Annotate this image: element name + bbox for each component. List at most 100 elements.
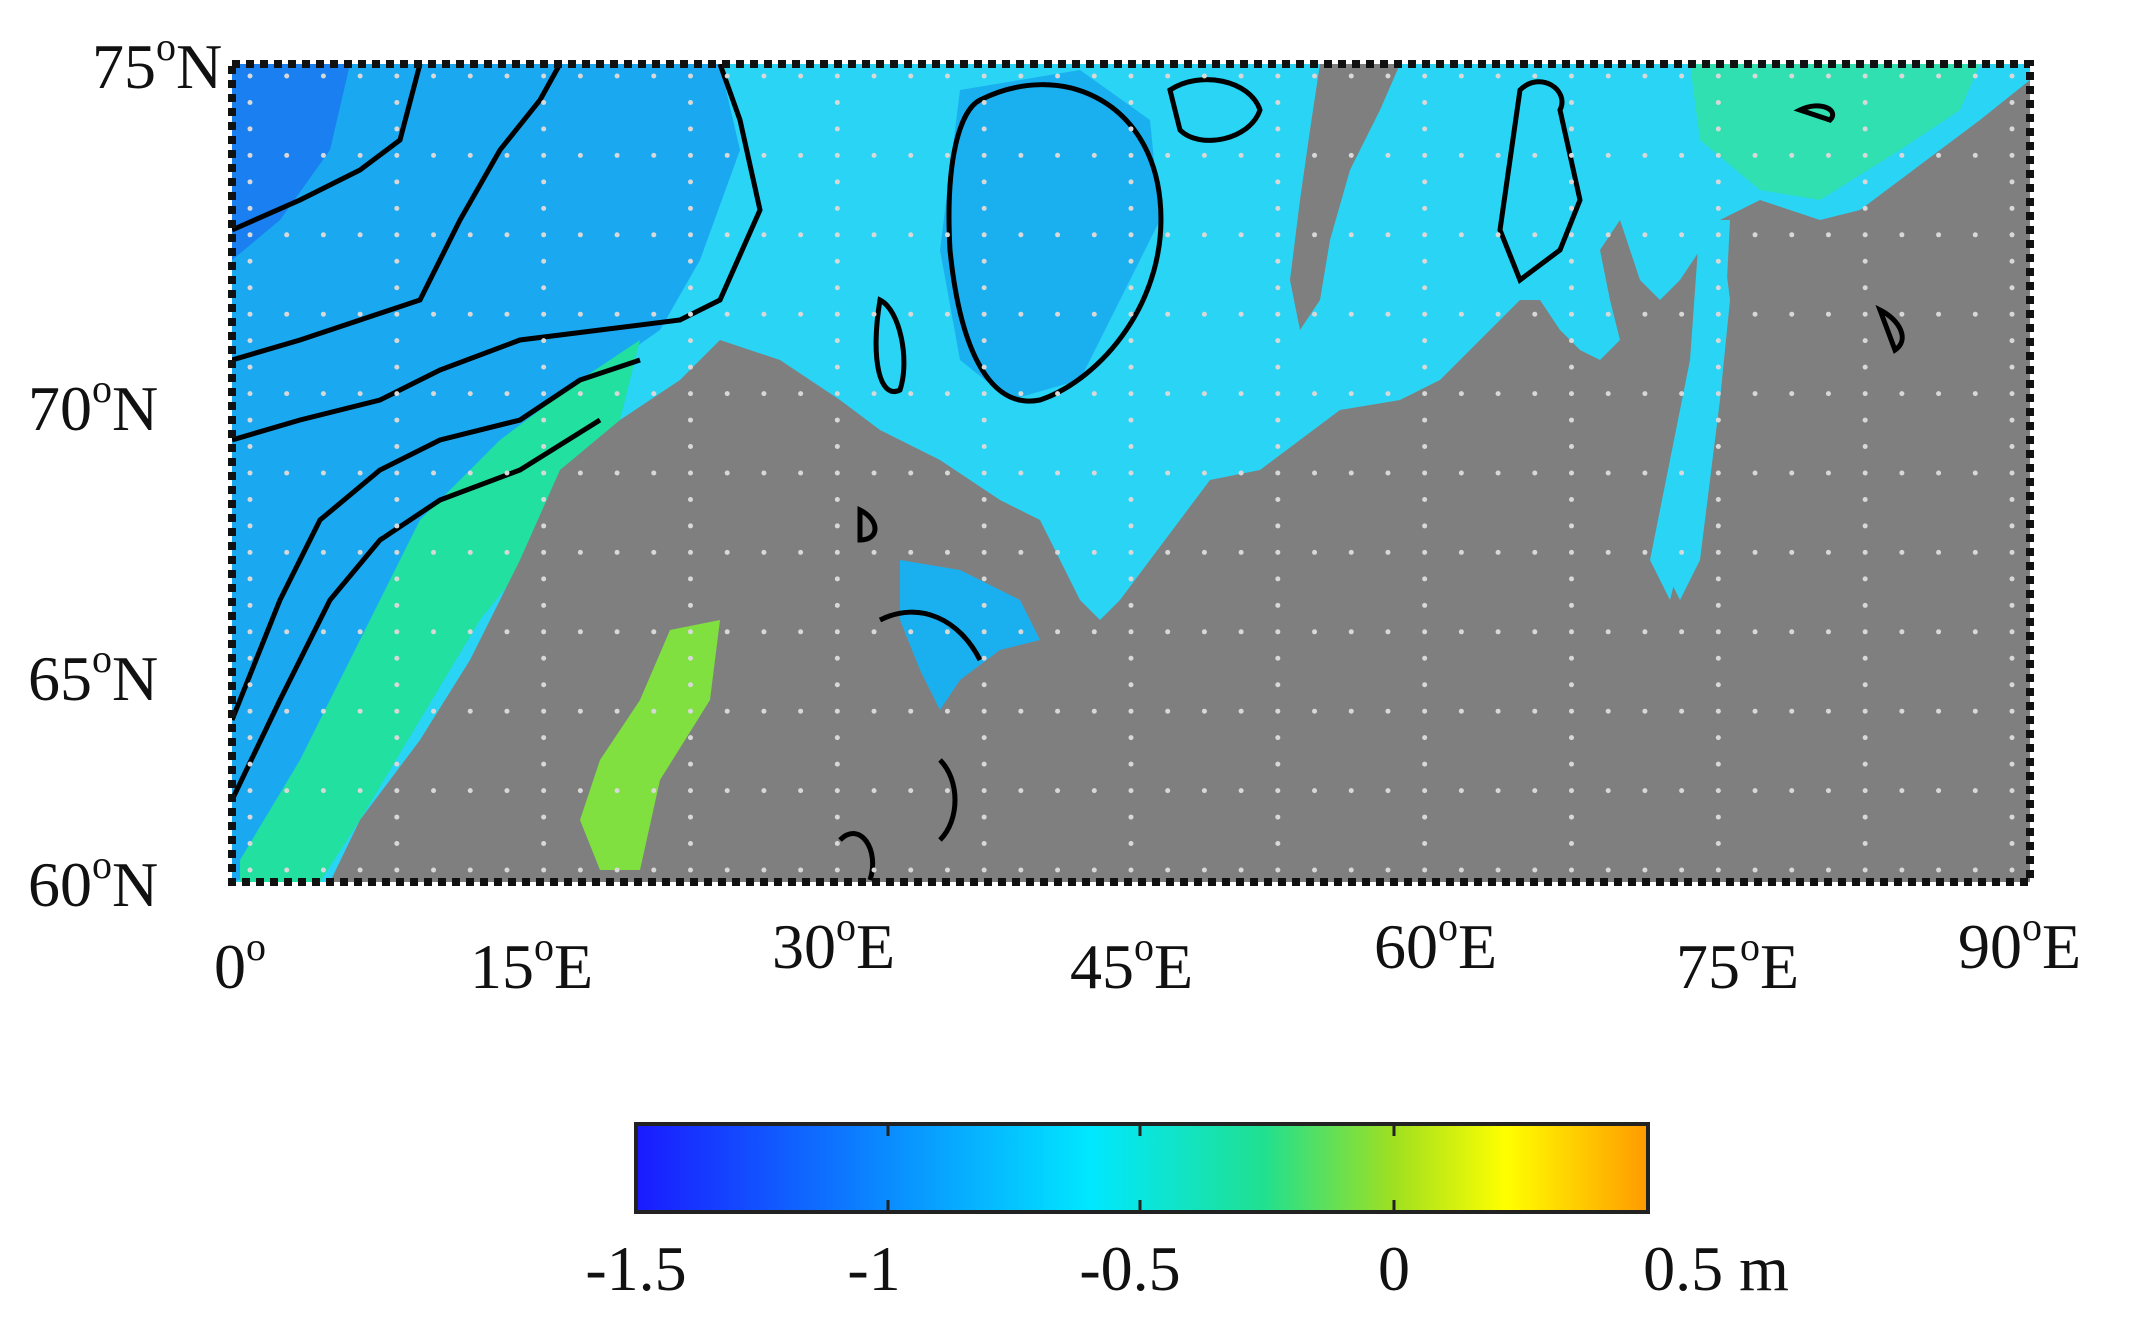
grid-dot: [1862, 364, 1868, 370]
grid-dot: [1532, 232, 1538, 238]
sea-level-patch-central: [940, 70, 1160, 400]
grid-dot: [1201, 152, 1207, 158]
grid-dot: [1238, 708, 1244, 714]
grid-dot: [1789, 549, 1795, 555]
grid-dot: [541, 126, 547, 132]
grid-dot: [1862, 814, 1868, 820]
grid-dot: [504, 391, 510, 397]
grid-dot: [467, 232, 473, 238]
grid-dot: [651, 629, 657, 635]
grid-dot: [284, 629, 290, 635]
grid-dot: [1385, 470, 1391, 476]
grid-dot: [981, 549, 987, 555]
grid-dot: [467, 788, 473, 794]
grid-dot: [467, 470, 473, 476]
grid-dot: [834, 152, 840, 158]
grid-dot: [1128, 338, 1134, 344]
grid-dot: [1422, 496, 1428, 502]
grid-dot: [944, 311, 950, 317]
grid-dot: [1275, 602, 1281, 608]
grid-dot: [688, 444, 693, 450]
grid-dot: [1275, 841, 1281, 847]
grid-dot: [247, 205, 253, 211]
grid-dot: [577, 152, 583, 158]
grid-dot: [1128, 205, 1134, 211]
grid-dot: [1165, 470, 1171, 476]
grid-dot: [1569, 841, 1574, 847]
grid-dot: [541, 152, 547, 158]
grid-dot: [1128, 576, 1134, 582]
grid-dot: [1862, 152, 1868, 158]
grid-dot: [284, 152, 290, 158]
colorbar-tick-0-5-m: 0.5 m: [1643, 1233, 1789, 1304]
grid-dot: [1422, 444, 1428, 450]
grid-dot: [394, 576, 400, 582]
grid-dot: [394, 682, 400, 688]
grid-dot: [2009, 496, 2015, 502]
grid-dot: [1862, 391, 1868, 397]
grid-dot: [1128, 602, 1134, 608]
grid-dot: [1495, 867, 1501, 873]
grid-dot: [834, 655, 840, 661]
grid-dot: [1275, 523, 1281, 529]
grid-dot: [2009, 788, 2015, 794]
grid-dot: [1165, 232, 1171, 238]
grid-dot: [1569, 708, 1574, 714]
grid-dot: [1752, 629, 1758, 635]
grid-dot: [1605, 629, 1611, 635]
grid-dot: [834, 444, 840, 450]
grid-dot: [2009, 179, 2015, 185]
grid-dot: [1312, 549, 1318, 555]
grid-dot: [394, 338, 400, 344]
grid-dot: [1642, 470, 1648, 476]
grid-dot: [284, 549, 290, 555]
grid-dot: [981, 311, 987, 317]
grid-dot: [1275, 126, 1281, 132]
grid-dot: [981, 496, 987, 502]
grid-dot: [1569, 391, 1574, 397]
grid-dot: [577, 788, 583, 794]
grid-dot: [394, 841, 400, 847]
grid-dot: [1605, 232, 1611, 238]
grid-dot: [1715, 364, 1721, 370]
grid-dot: [1275, 496, 1281, 502]
grid-dot: [1679, 391, 1685, 397]
grid-dot: [541, 99, 547, 105]
grid-dot: [1422, 549, 1428, 555]
grid-dot: [1422, 311, 1428, 317]
grid-dot: [504, 152, 510, 158]
grid-dot: [1165, 549, 1171, 555]
grid-dot: [2009, 470, 2015, 476]
grid-dot: [247, 735, 253, 741]
lat-label-65: 65oN: [28, 636, 158, 714]
grid-dot: [1091, 708, 1097, 714]
grid-dot: [1422, 814, 1428, 820]
grid-dot: [834, 285, 840, 291]
grid-dot: [1495, 708, 1501, 714]
grid-dot: [1789, 788, 1795, 794]
grid-dot: [431, 232, 437, 238]
grid-dot: [651, 232, 657, 238]
grid-dot: [1715, 655, 1721, 661]
grid-dot: [467, 391, 473, 397]
grid-dot: [247, 99, 253, 105]
grid-dot: [1385, 152, 1391, 158]
grid-dot: [284, 788, 290, 794]
grid-dot: [1128, 470, 1134, 476]
grid-dot: [761, 391, 767, 397]
grid-dot: [2009, 735, 2015, 741]
grid-dot: [1752, 152, 1758, 158]
grid-dot: [394, 788, 400, 794]
grid-dot: [688, 523, 693, 529]
grid-dot: [834, 867, 840, 873]
grid-dot: [2009, 523, 2015, 529]
grid-dot: [1862, 99, 1868, 105]
grid-dot: [1569, 205, 1574, 211]
grid-dot: [1605, 152, 1611, 158]
grid-dot: [247, 788, 253, 794]
grid-dot: [394, 496, 400, 502]
grid-dot: [504, 311, 510, 317]
grid-dot: [724, 232, 730, 238]
grid-dot: [247, 470, 253, 476]
grid-dot: [761, 152, 767, 158]
